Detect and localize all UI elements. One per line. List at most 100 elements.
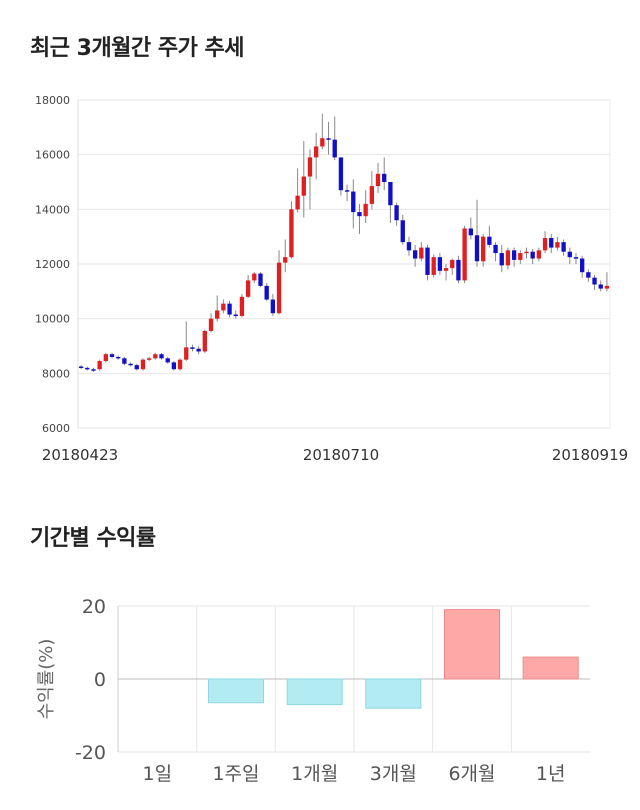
candle-body — [549, 238, 554, 248]
candle-body — [524, 251, 529, 254]
candle-body — [579, 258, 585, 273]
price-y-tick-label: 6000 — [42, 422, 70, 435]
candle-body — [221, 303, 226, 311]
price-x-tick-label: 20180919 — [552, 446, 628, 464]
candle-body — [474, 235, 480, 262]
price-y-tick-label: 8000 — [42, 367, 70, 380]
return-y-tick-label: 0 — [94, 669, 106, 691]
candle-body — [344, 190, 350, 192]
candle-body — [443, 268, 449, 271]
return-x-tick-label: 1년 — [536, 763, 566, 785]
candle-body — [332, 139, 337, 158]
candle-body — [103, 354, 109, 362]
candle-body — [295, 195, 300, 210]
candle-body — [567, 251, 572, 258]
candle-body — [338, 157, 344, 191]
candle-body — [313, 146, 319, 158]
candle-body — [146, 358, 152, 360]
price-y-tick-label: 16000 — [35, 149, 70, 162]
candle-body — [388, 182, 393, 206]
return-bar — [207, 678, 265, 704]
candle-body — [499, 253, 504, 266]
candle-body — [406, 242, 412, 251]
candle-body — [283, 257, 288, 263]
price-y-tick-label: 18000 — [35, 94, 70, 107]
price-y-tick-label: 12000 — [35, 258, 70, 271]
candle-body — [264, 285, 269, 300]
candle-body — [505, 250, 511, 266]
candle-body — [437, 257, 443, 271]
return-y-tick-label: -20 — [75, 742, 106, 764]
candle-body — [196, 348, 201, 352]
candle-body — [85, 367, 90, 370]
candle-body — [555, 242, 560, 248]
candle-body — [431, 257, 436, 275]
candle-body — [109, 354, 115, 357]
candle-body — [276, 262, 282, 314]
candle-body — [462, 228, 467, 281]
candle-body — [375, 173, 381, 187]
return-x-tick-label: 1일 — [143, 763, 173, 785]
price-y-tick-label: 10000 — [35, 313, 70, 326]
period-return-chart: -20 0 20 수익률(%) 1일 1주일 1개월 3개월 6개월 1년 — [36, 596, 590, 785]
candle-body — [177, 359, 183, 370]
price-x-tick-label: 20180423 — [42, 446, 118, 464]
candle-body — [320, 138, 325, 147]
candle-body — [270, 299, 276, 314]
candle-body — [456, 259, 461, 281]
candle-body — [78, 366, 84, 368]
price-trend-title: 최근 3개월간 주가 추세 — [30, 36, 244, 61]
candle-body — [202, 330, 207, 352]
candle-body — [326, 138, 331, 140]
return-bar — [522, 656, 579, 680]
candle-body — [363, 203, 368, 217]
candle-body — [128, 363, 133, 366]
candle-body — [400, 220, 405, 243]
candle-body — [468, 228, 473, 236]
candle-body — [586, 272, 591, 278]
period-return-title: 기간별 수익률 — [30, 526, 156, 551]
candle-body — [369, 186, 375, 204]
candle-body — [561, 242, 566, 252]
candle-body — [91, 369, 96, 371]
candle-body — [215, 310, 220, 319]
candle-body — [239, 296, 245, 316]
candle-body — [518, 253, 523, 260]
candle-body — [171, 362, 177, 370]
candle-body — [382, 173, 387, 182]
candle-body — [536, 250, 542, 259]
candle-body — [227, 303, 232, 315]
candle-body — [97, 361, 102, 370]
candle-body — [233, 314, 238, 317]
candle-body — [116, 356, 121, 359]
candle-body — [307, 157, 313, 177]
return-x-tick-label: 6개월 — [448, 763, 495, 785]
candle-body — [542, 238, 548, 251]
price-x-tick-label: 20180710 — [303, 446, 379, 464]
price-y-tick-label: 14000 — [35, 203, 70, 216]
candle-body — [419, 247, 424, 259]
candle-body — [450, 259, 455, 269]
candle-body — [357, 212, 362, 217]
candle-body — [511, 250, 517, 260]
return-x-tick-label: 3개월 — [370, 763, 417, 785]
return-bar — [443, 609, 501, 680]
candlestick-chart: 6000 8000 10000 12000 14000 16000 18000 2018042… — [35, 94, 628, 464]
candle-body — [598, 284, 603, 289]
candle-body — [301, 176, 306, 196]
candle-body — [412, 250, 418, 259]
candle-body — [481, 236, 486, 262]
return-x-tick-label: 1주일 — [212, 763, 259, 785]
candle-body — [165, 358, 170, 363]
candle-body — [425, 247, 430, 275]
return-x-tick-label: 1개월 — [291, 763, 338, 785]
candle-body — [153, 354, 158, 359]
candle-body — [493, 244, 498, 254]
candle-body — [604, 285, 610, 289]
return-bar — [365, 678, 422, 709]
candle-body — [159, 354, 164, 359]
candle-body — [573, 257, 579, 259]
candle-body — [245, 280, 251, 297]
candle-body — [190, 347, 195, 349]
return-y-tick-label: 20 — [82, 596, 106, 618]
